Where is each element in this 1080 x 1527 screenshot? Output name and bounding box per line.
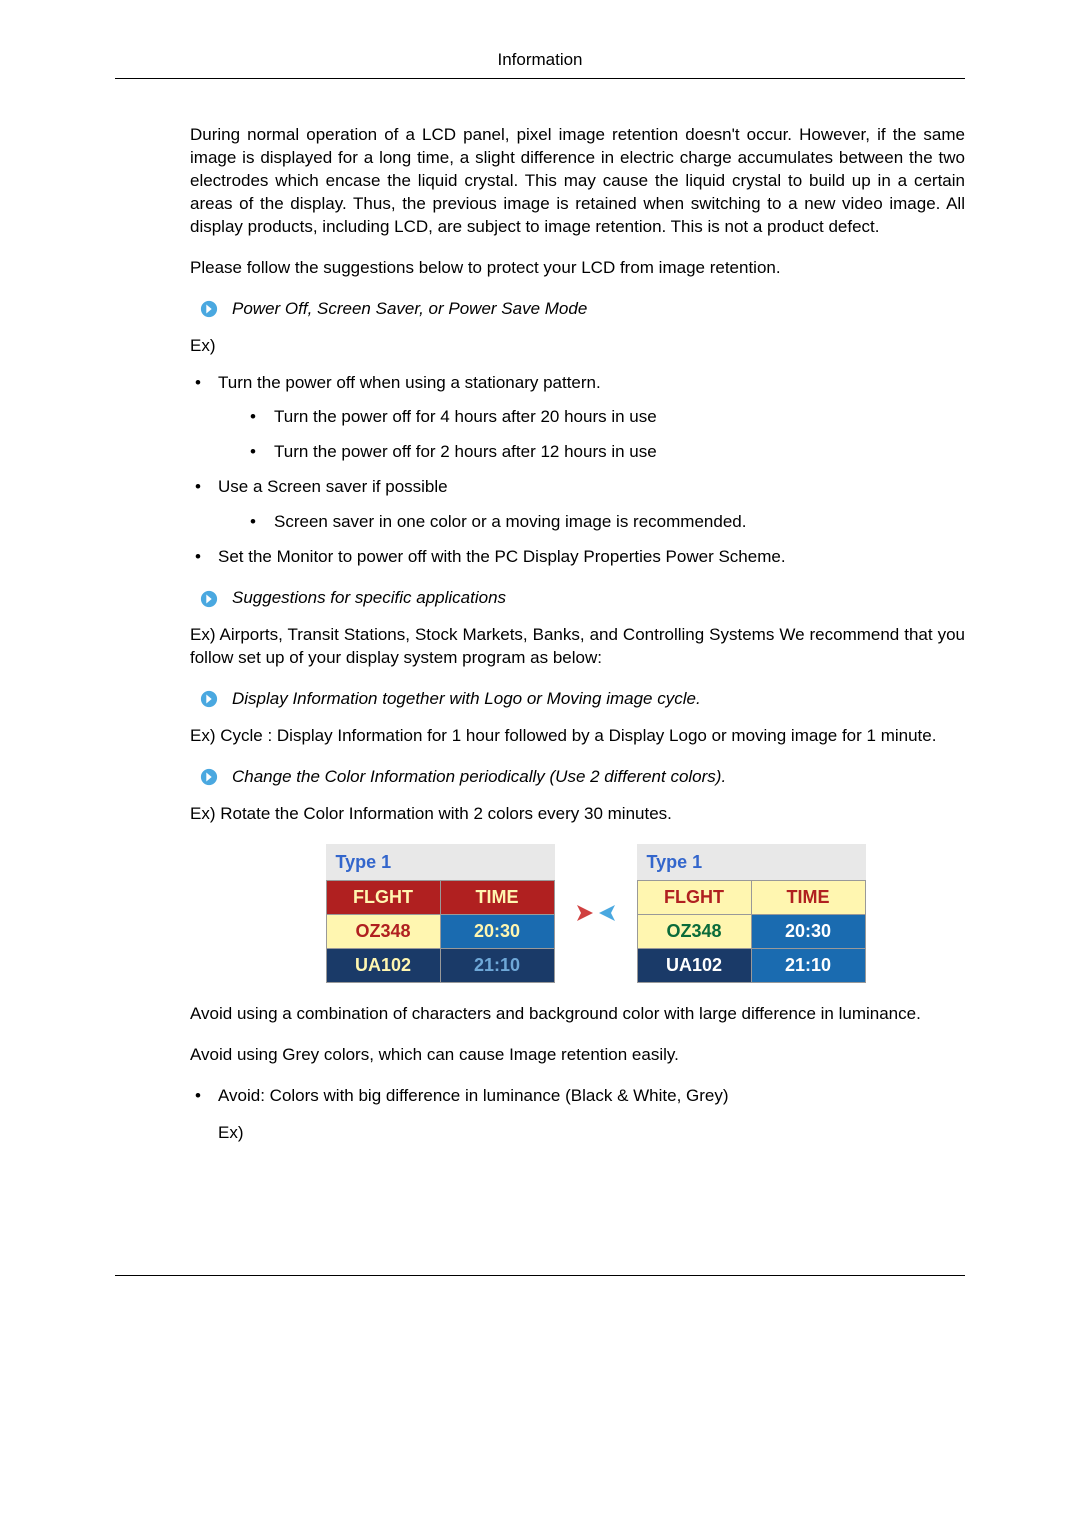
follow-suggestions-paragraph: Please follow the suggestions below to p… <box>190 257 965 280</box>
section-heading-text: Power Off, Screen Saver, or Power Save M… <box>232 298 587 321</box>
avoid-grey-paragraph: Avoid using Grey colors, which can cause… <box>190 1044 965 1067</box>
section-specific-apps: Suggestions for specific applications <box>190 587 965 610</box>
list-item: Turn the power off for 4 hours after 20 … <box>218 406 965 429</box>
section-change-color: Change the Color Information periodicall… <box>190 766 965 789</box>
section-heading-text: Suggestions for specific applications <box>232 587 506 610</box>
list-item: Set the Monitor to power off with the PC… <box>190 546 965 569</box>
flight-table: FLGHT TIME OZ348 20:30 UA102 21:10 <box>637 880 866 983</box>
list-item: Turn the power off for 2 hours after 12 … <box>218 441 965 464</box>
page-title: Information <box>115 50 965 79</box>
type-label: Type 1 <box>637 844 866 880</box>
footer-divider <box>115 1275 965 1276</box>
ex-label: Ex) <box>190 335 965 358</box>
color-tables-infographic: Type 1 FLGHT TIME OZ348 20:30 UA102 21:1… <box>226 844 965 983</box>
type-label: Type 1 <box>326 844 555 880</box>
arrow-circle-icon <box>200 768 218 786</box>
list-item: Avoid: Colors with big difference in lum… <box>190 1085 965 1108</box>
section-display-info: Display Information together with Logo o… <box>190 688 965 711</box>
arrow-circle-icon <box>200 300 218 318</box>
section-power-off: Power Off, Screen Saver, or Power Save M… <box>190 298 965 321</box>
arrow-circle-icon <box>200 690 218 708</box>
rotate-ex-paragraph: Ex) Rotate the Color Information with 2 … <box>190 803 965 826</box>
ex-label: Ex) <box>190 1122 965 1145</box>
section-heading-text: Change the Color Information periodicall… <box>232 766 726 789</box>
color-table-left: Type 1 FLGHT TIME OZ348 20:30 UA102 21:1… <box>326 844 555 983</box>
airports-ex-paragraph: Ex) Airports, Transit Stations, Stock Ma… <box>190 624 965 670</box>
section-heading-text: Display Information together with Logo o… <box>232 688 701 711</box>
flight-table: FLGHT TIME OZ348 20:30 UA102 21:10 <box>326 880 555 983</box>
intro-paragraph: During normal operation of a LCD panel, … <box>190 124 965 239</box>
color-table-right: Type 1 FLGHT TIME OZ348 20:30 UA102 21:1… <box>637 844 866 983</box>
list-item: Screen saver in one color or a moving im… <box>218 511 965 534</box>
arrow-circle-icon <box>200 590 218 608</box>
list-item: Use a Screen saver if possible Screen sa… <box>190 476 965 534</box>
avoid-luminance-paragraph: Avoid using a combination of characters … <box>190 1003 965 1026</box>
swap-arrows-icon <box>573 902 619 924</box>
list-item: Turn the power off when using a stationa… <box>190 372 965 465</box>
cycle-ex-paragraph: Ex) Cycle : Display Information for 1 ho… <box>190 725 965 748</box>
